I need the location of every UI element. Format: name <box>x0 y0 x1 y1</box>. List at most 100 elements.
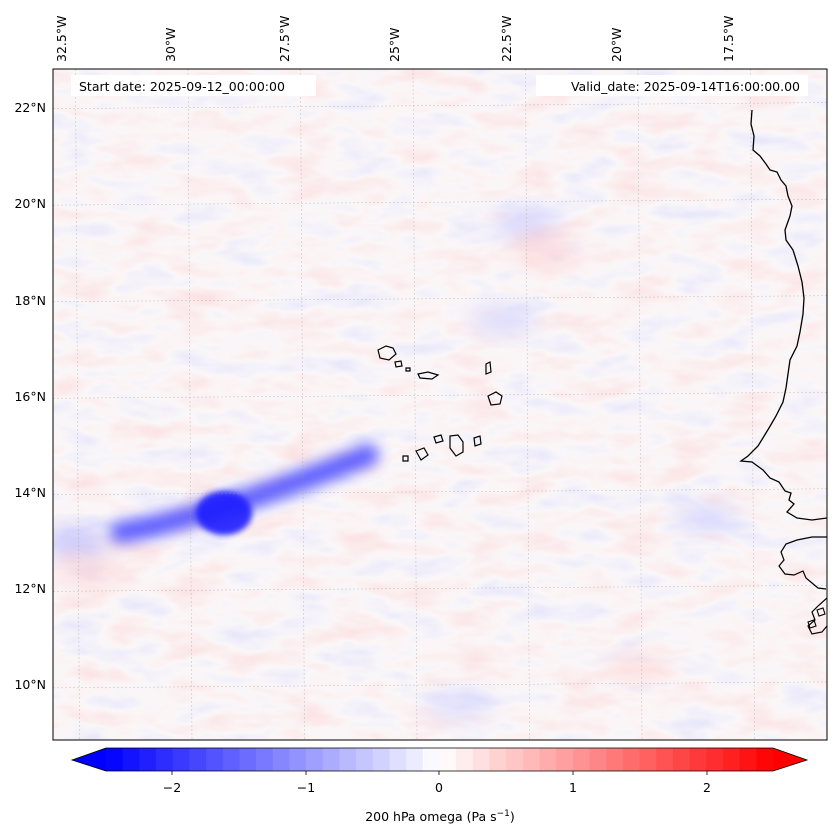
maio-island <box>473 435 482 447</box>
colorbar-band <box>256 748 274 771</box>
lat-label-16n: 16°N <box>14 389 46 404</box>
guinea-coast <box>807 597 827 635</box>
colorbar-band <box>456 748 474 771</box>
colorbar-band <box>172 748 190 771</box>
colorbar: −2 −1 0 1 2 200 hPa omega (Pa s−1) <box>70 747 809 824</box>
colorbar-band <box>472 748 491 771</box>
colorbar-tick-label: 2 <box>703 780 711 795</box>
colorbar-band <box>506 748 524 771</box>
lon-label-30w: 30°W <box>163 27 178 62</box>
colorbar-title: 200 hPa omega (Pa s−1) <box>365 809 515 824</box>
colorbar-title-main: 200 hPa omega (Pa s <box>365 809 496 824</box>
omega-field-texture <box>53 69 827 740</box>
colorbar-band <box>439 748 457 771</box>
colorbar-band <box>739 748 757 771</box>
colorbar-band <box>122 748 140 771</box>
lat-label-18n: 18°N <box>14 293 46 308</box>
santa-luzia-island <box>405 367 411 372</box>
lon-label-32.5w: 32.5°W <box>54 16 69 62</box>
band-north-ascent <box>491 209 560 238</box>
gridlines <box>53 69 827 740</box>
lat-label-22n: 22°N <box>14 100 46 115</box>
lat-label-20n: 20°N <box>14 196 46 211</box>
colorbar-band <box>656 748 674 771</box>
colorbar-extend-min <box>72 748 106 771</box>
ascent-core <box>196 491 252 536</box>
colorbar-band <box>589 748 607 771</box>
colorbar-band <box>422 748 441 771</box>
colorbar-band <box>156 748 174 771</box>
parallel-gridline <box>53 681 827 689</box>
start-date-box <box>71 75 316 96</box>
colorbar-band <box>539 748 557 771</box>
colorbar-tick-label: 1 <box>569 780 577 795</box>
colorbar-band <box>206 748 224 771</box>
colorbar-tick-label: −2 <box>163 780 181 795</box>
parallel-gridline <box>53 585 827 592</box>
colorbar-band <box>689 748 707 771</box>
colorbar-band <box>389 748 407 771</box>
colorbar-bands <box>106 748 774 771</box>
colorbar-band <box>672 748 691 771</box>
start-date-label: Start date: 2025-09-12_00:00:00 <box>79 79 285 94</box>
senegal-coast-ascent <box>671 503 740 532</box>
colorbar-band <box>339 748 357 771</box>
colorbar-band <box>372 748 391 771</box>
lat-label-12n: 12°N <box>14 581 46 596</box>
santo-antao-island <box>377 345 397 361</box>
colorbar-band <box>272 748 291 771</box>
colorbar-band <box>322 748 341 771</box>
west-edge-descent <box>55 557 123 586</box>
south-ascent-strip <box>424 692 492 721</box>
colorbar-band <box>606 748 624 771</box>
boa-vista-island <box>487 391 503 406</box>
colorbar-band <box>572 748 591 771</box>
colorbar-band <box>222 748 240 771</box>
sal-island <box>485 361 492 375</box>
lat-label-14n: 14°N <box>14 485 46 500</box>
colorbar-band <box>522 748 541 771</box>
colorbar-band <box>239 748 257 771</box>
sao-vicente-island <box>394 360 403 368</box>
parallel-gridline <box>53 295 827 302</box>
colorbar-tick-label: 0 <box>435 780 443 795</box>
map-panel: Start date: 2025-09-12_00:00:00 Valid_da… <box>52 68 828 741</box>
colorbar-band <box>639 748 657 771</box>
parallel-gridline <box>53 198 827 206</box>
colorbar-band <box>756 748 774 771</box>
parallel-gridline <box>53 392 827 399</box>
south-descent <box>604 653 672 682</box>
colorbar-band <box>306 748 324 771</box>
longitude-labels: 32.5°W 30°W 27.5°W 25°W 22.5°W 20°W 17.5… <box>54 16 736 62</box>
fogo-island <box>415 447 429 461</box>
lon-label-17.5w: 17.5°W <box>721 16 736 62</box>
colorbar-band <box>556 748 574 771</box>
gambia-coast <box>778 536 827 590</box>
brava-island <box>402 455 409 462</box>
lon-label-20w: 20°W <box>609 27 624 62</box>
boa-vista-east <box>433 434 444 444</box>
omega-features <box>53 209 740 721</box>
west-edge-ascent <box>53 528 110 557</box>
cape-verde-islands <box>377 345 503 462</box>
colorbar-title-sup: −1 <box>497 809 510 819</box>
map-frame <box>52 68 828 741</box>
parallel-gridline <box>53 102 827 109</box>
colorbar-tick-label: −1 <box>297 780 315 795</box>
valid-date-label: Valid_date: 2025-09-14T16:00:00.00 <box>571 79 800 94</box>
band-north-descent <box>514 238 582 267</box>
colorbar-ticks <box>171 771 708 775</box>
colorbar-band <box>406 748 424 771</box>
colorbar-band <box>189 748 207 771</box>
colorbar-band <box>706 748 724 771</box>
colorbar-band <box>722 748 741 771</box>
lon-label-22.5w: 22.5°W <box>499 16 514 62</box>
lat-label-10n: 10°N <box>14 677 46 692</box>
colorbar-band <box>289 748 307 771</box>
bissagos-islands <box>807 607 826 629</box>
santiago-island <box>449 434 464 457</box>
colorbar-band <box>356 748 374 771</box>
colorbar-outline <box>70 747 809 772</box>
sao-nicolau-island <box>417 371 440 380</box>
